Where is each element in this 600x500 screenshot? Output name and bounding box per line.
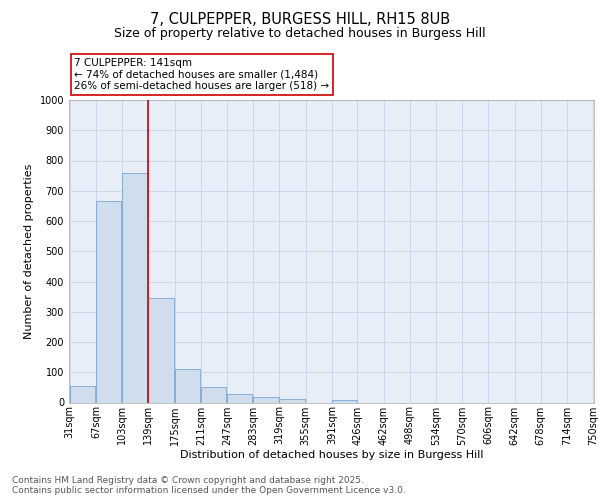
Bar	[253, 397, 279, 402]
Bar	[280, 400, 305, 402]
Bar	[332, 400, 358, 402]
Text: 7, CULPEPPER, BURGESS HILL, RH15 8UB: 7, CULPEPPER, BURGESS HILL, RH15 8UB	[150, 12, 450, 28]
Y-axis label: Number of detached properties: Number of detached properties	[24, 164, 34, 339]
Bar	[122, 172, 148, 402]
Bar	[175, 369, 200, 402]
Bar	[70, 386, 95, 402]
Bar	[201, 388, 226, 402]
Text: Contains HM Land Registry data © Crown copyright and database right 2025.
Contai: Contains HM Land Registry data © Crown c…	[12, 476, 406, 495]
Bar	[96, 202, 121, 402]
X-axis label: Distribution of detached houses by size in Burgess Hill: Distribution of detached houses by size …	[180, 450, 483, 460]
Bar	[148, 298, 174, 403]
Text: 7 CULPEPPER: 141sqm
← 74% of detached houses are smaller (1,484)
26% of semi-det: 7 CULPEPPER: 141sqm ← 74% of detached ho…	[74, 58, 329, 91]
Text: Size of property relative to detached houses in Burgess Hill: Size of property relative to detached ho…	[114, 28, 486, 40]
Bar	[227, 394, 253, 402]
